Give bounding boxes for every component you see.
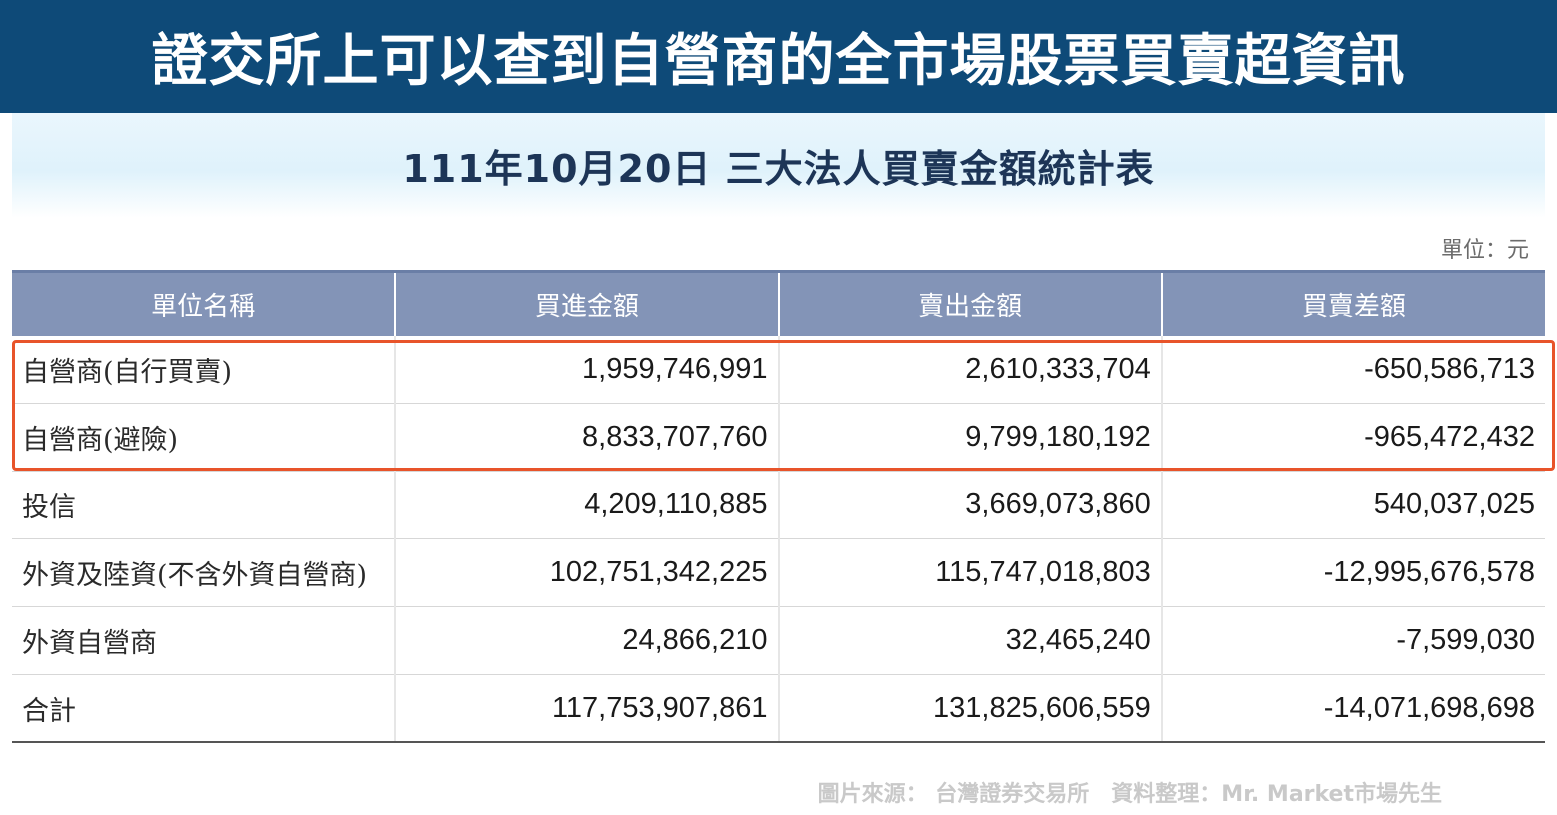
row-sell: 9,799,180,192 (777, 403, 1162, 472)
row-sell: 2,610,333,704 (777, 335, 1162, 404)
column-header-name: 單位名稱 (12, 270, 396, 336)
column-header-buy: 買進金額 (394, 270, 779, 336)
stats-table: 單位名稱 買進金額 賣出金額 買賣差額 自營商(自行買賣) 1,959,746,… (12, 270, 1545, 744)
table-row: 自營商(避險) 8,833,707,760 9,799,180,192 -965… (12, 403, 1545, 472)
row-sell: 3,669,073,860 (777, 471, 1162, 540)
table-row: 投信 4,209,110,885 3,669,073,860 540,037,0… (12, 471, 1545, 540)
table-row: 自營商(自行買賣) 1,959,746,991 2,610,333,704 -6… (12, 335, 1545, 404)
table-title-band: 111年10月20日 三大法人買賣金額統計表 (12, 113, 1545, 218)
row-buy: 4,209,110,885 (394, 471, 779, 540)
table-row: 外資自營商 24,866,210 32,465,240 -7,599,030 (12, 606, 1545, 675)
row-buy: 102,751,342,225 (394, 538, 779, 608)
row-name: 自營商(自行買賣) (12, 335, 396, 404)
row-name: 自營商(避險) (12, 403, 396, 472)
banner: 證交所上可以查到自營商的全市場股票買賣超資訊 (0, 0, 1557, 113)
table-row: 外資及陸資(不含外資自營商) 102,751,342,225 115,747,0… (12, 538, 1545, 608)
table-header-row: 單位名稱 買進金額 賣出金額 買賣差額 (12, 270, 1545, 336)
column-header-sell: 賣出金額 (777, 270, 1162, 336)
source-note: 圖片來源： 台灣證券交易所 資料整理：Mr. Market市場先生 (817, 782, 1442, 807)
row-diff: -14,071,698,698 (1160, 674, 1545, 744)
row-buy: 8,833,707,760 (394, 403, 779, 472)
row-name: 外資及陸資(不含外資自營商) (12, 538, 396, 608)
column-header-diff: 買賣差額 (1160, 270, 1545, 336)
row-name: 合計 (12, 674, 396, 744)
row-diff: -965,472,432 (1160, 403, 1545, 472)
banner-title: 證交所上可以查到自營商的全市場股票買賣超資訊 (151, 29, 1406, 94)
row-sell: 131,825,606,559 (777, 674, 1162, 744)
row-diff: -7,599,030 (1160, 606, 1545, 675)
table-row-total: 合計 117,753,907,861 131,825,606,559 -14,0… (12, 674, 1545, 744)
row-sell: 32,465,240 (777, 606, 1162, 675)
row-diff: -12,995,676,578 (1160, 538, 1545, 608)
row-sell: 115,747,018,803 (777, 538, 1162, 608)
table-title: 111年10月20日 三大法人買賣金額統計表 (402, 147, 1155, 191)
row-buy: 117,753,907,861 (394, 674, 779, 744)
row-buy: 1,959,746,991 (394, 335, 779, 404)
unit-note: 單位：元 (1440, 238, 1529, 263)
row-buy: 24,866,210 (394, 606, 779, 675)
row-name: 投信 (12, 471, 396, 540)
row-diff: -650,586,713 (1160, 335, 1545, 404)
row-name: 外資自營商 (12, 606, 396, 675)
row-diff: 540,037,025 (1160, 471, 1545, 540)
